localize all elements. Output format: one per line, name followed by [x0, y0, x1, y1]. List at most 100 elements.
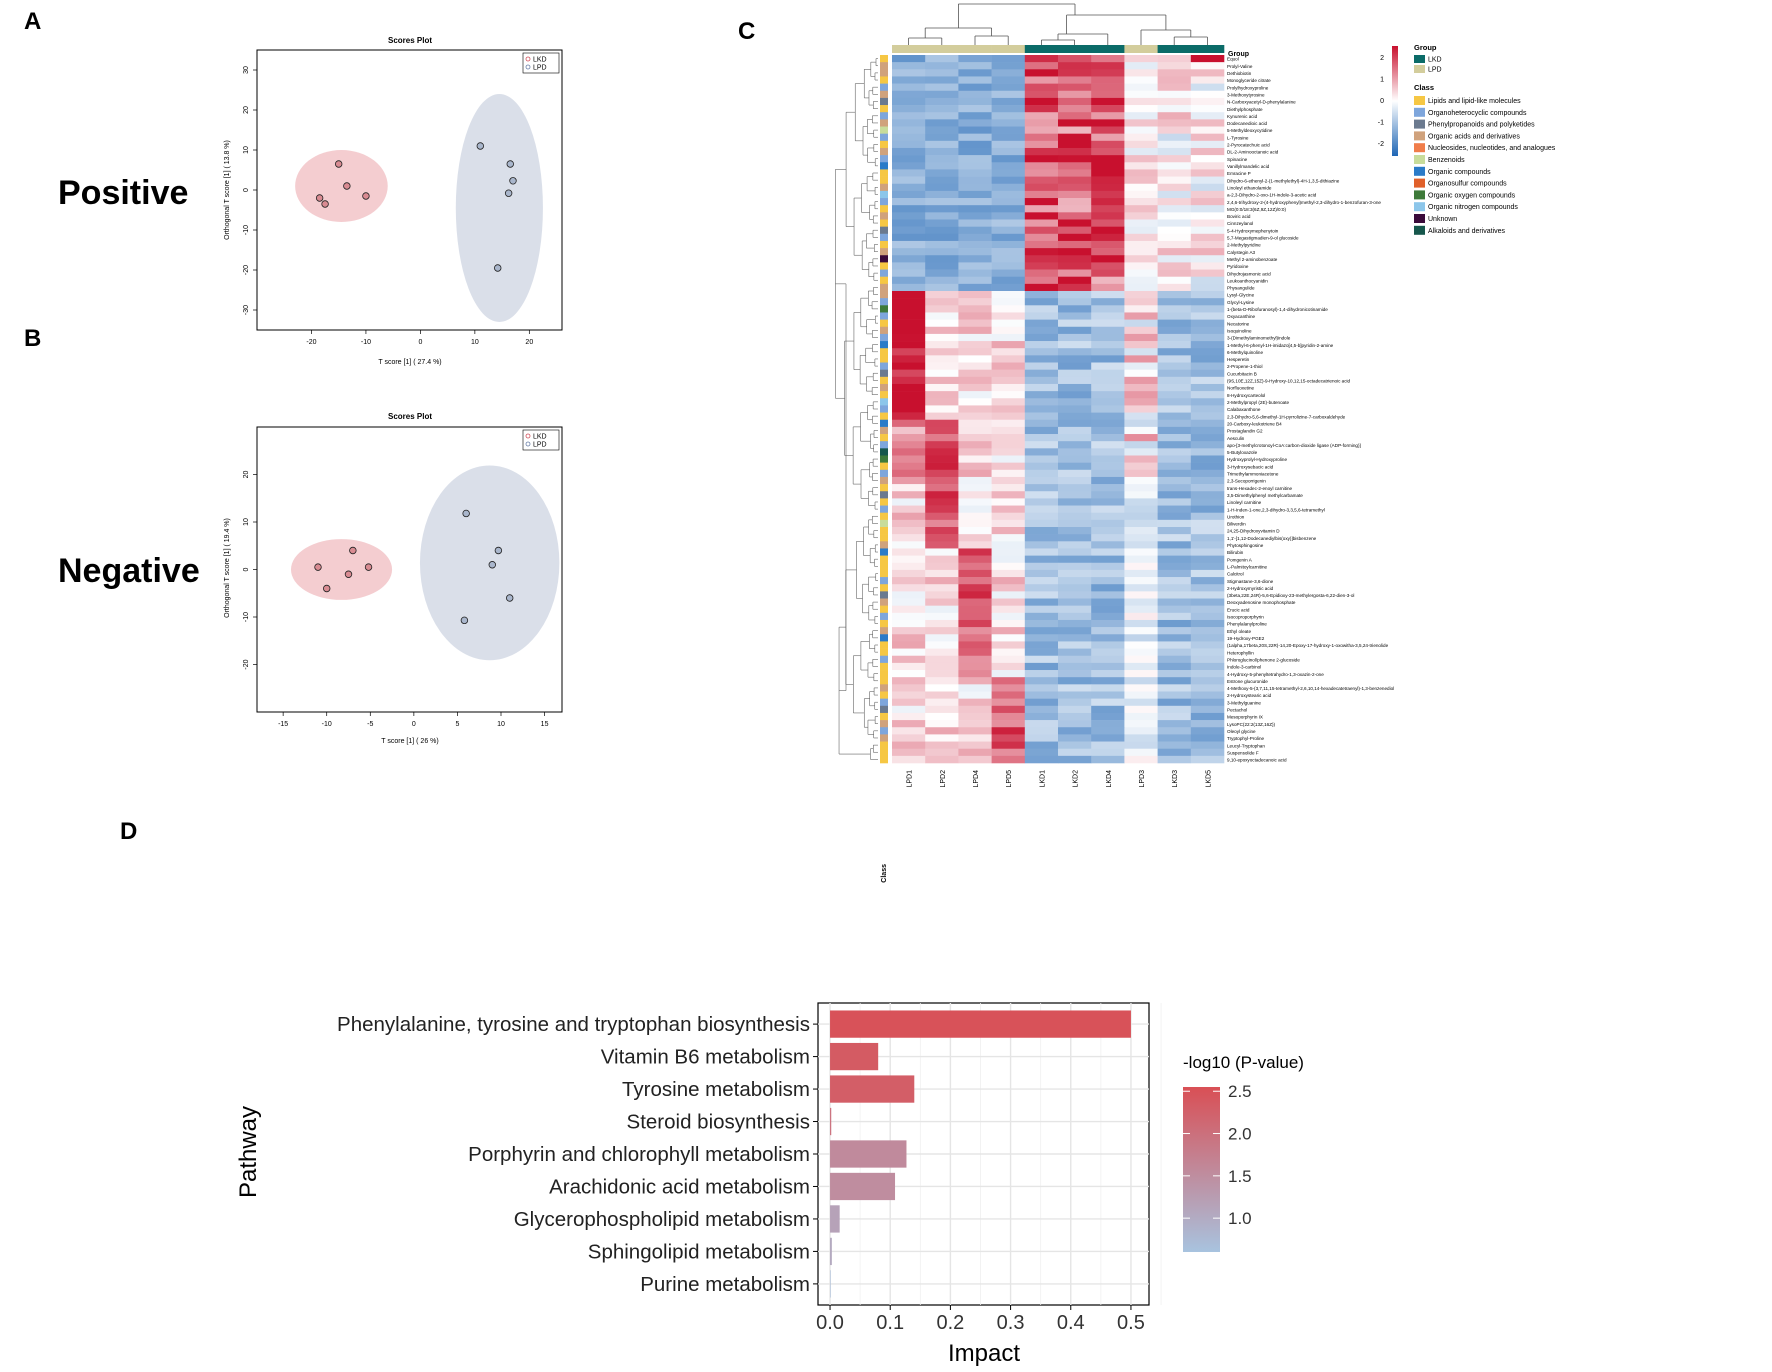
heatmap-cell	[1157, 641, 1192, 649]
heatmap-cell	[925, 312, 959, 320]
heatmap-cell	[991, 577, 1026, 585]
heatmap-cell	[1190, 369, 1225, 378]
heatmap-cell	[1091, 627, 1125, 635]
heatmap-cell	[1091, 727, 1125, 735]
heatmap-cell	[991, 276, 1026, 285]
heatmap-cell	[991, 291, 1026, 299]
heatmap-cell	[1024, 76, 1059, 84]
score-point-lkd	[344, 570, 353, 578]
heatmap-cell	[1058, 505, 1092, 513]
heatmap-cell	[1058, 448, 1092, 456]
heatmap-cell	[1190, 562, 1225, 571]
heatmap-cell	[1058, 734, 1092, 742]
heatmap-cell	[1024, 190, 1059, 199]
class-bar-cell	[880, 233, 888, 242]
heatmap-cell	[1157, 83, 1192, 92]
row-label: MG(0:0/18:3(6Z,9Z,12Z)/0:0)	[1227, 207, 1286, 212]
heatmap-cell	[1024, 348, 1059, 356]
class-bar-cell	[880, 298, 888, 306]
heatmap-cell	[991, 155, 1026, 163]
heatmap-cell	[991, 319, 1026, 328]
score-point-lkd	[364, 563, 373, 571]
heatmap-cell	[991, 748, 1026, 757]
heatmap-cell	[1024, 62, 1059, 70]
heatmap-cell	[1091, 519, 1125, 528]
heatmap-cell	[1157, 634, 1192, 642]
heatmap-cell	[991, 69, 1026, 77]
row-label: 5-Butyloxazole	[1227, 450, 1258, 455]
heatmap-cell	[1157, 684, 1192, 692]
heatmap-cell	[1124, 648, 1158, 657]
class-bar-cell	[880, 476, 888, 485]
class-bar-cell	[880, 405, 888, 413]
heatmap-cell	[958, 240, 992, 249]
heatmap-cell	[991, 362, 1026, 370]
heatmap-cell	[892, 76, 926, 84]
heatmap-cell	[1157, 326, 1192, 335]
heatmap-cell	[1024, 126, 1059, 134]
heatmap-cell	[1091, 119, 1125, 127]
heatmap-cell	[892, 90, 926, 99]
row-label: Pyridoxine	[1227, 264, 1249, 269]
pathway-label: Vitamin B6 metabolism	[601, 1046, 810, 1069]
class-bar-cell	[880, 291, 888, 299]
heatmap-cell	[1024, 712, 1059, 721]
heatmap-cell	[925, 448, 959, 456]
heatmap-cell	[958, 434, 992, 442]
heatmap-cell	[1024, 90, 1059, 99]
heatmap-cell	[1058, 405, 1092, 413]
heatmap-cell	[1024, 147, 1059, 156]
heatmap-cell	[892, 55, 926, 63]
heatmap-cell	[892, 176, 926, 185]
heatmap-cell	[925, 69, 959, 77]
heatmap-cell	[925, 569, 959, 578]
heatmap-cell	[1190, 741, 1225, 749]
row-label: 5-4-Hydroxymephenytoin	[1227, 228, 1279, 233]
heatmap-cell	[1124, 391, 1158, 399]
row-label: Glycyl-Lysine	[1227, 300, 1255, 305]
heatmap-cell	[1157, 169, 1192, 177]
heatmap-cell	[1024, 555, 1059, 564]
heatmap-cell	[991, 83, 1026, 92]
class-bar-cell	[880, 727, 888, 735]
legend-class-swatch	[1414, 155, 1425, 164]
legend-class-label: Benzenoids	[1428, 157, 1465, 164]
heatmap-cell	[1091, 498, 1125, 506]
colorbar-tick-label: -1	[1378, 120, 1384, 127]
heatmap-cell	[1157, 677, 1192, 685]
heatmap-cell	[892, 248, 926, 256]
heatmap-cell	[958, 341, 992, 349]
heatmap-cell	[925, 562, 959, 571]
confidence-ellipse-lkd	[290, 539, 393, 600]
row-label: Norfluoxetine	[1227, 386, 1255, 391]
heatmap-cell	[1124, 734, 1158, 742]
heatmap-cell	[1190, 641, 1225, 649]
heatmap-cell	[1058, 305, 1092, 313]
heatmap-cell	[892, 748, 926, 757]
heatmap-cell	[1157, 670, 1192, 678]
heatmap-cell	[1190, 548, 1225, 556]
row-label: 6-Methylquinoline	[1227, 350, 1263, 355]
heatmap-cell	[1058, 376, 1092, 385]
class-bar-cell	[880, 648, 888, 657]
heatmap-cell	[1157, 705, 1192, 714]
heatmap-cell	[958, 55, 992, 63]
heatmap-cell	[1157, 612, 1192, 621]
heatmap-cell	[1124, 376, 1158, 385]
heatmap-cell	[1091, 169, 1125, 177]
heatmap-cell	[1157, 569, 1192, 578]
heatmap-cell	[892, 105, 926, 113]
heatmap-cell	[925, 584, 959, 592]
heatmap-cell	[1091, 641, 1125, 649]
heatmap-cell	[1058, 591, 1092, 599]
heatmap-cell	[1024, 283, 1059, 292]
heatmap-cell	[1091, 434, 1125, 442]
x-tick-label: 10	[497, 721, 505, 728]
heatmap-cell	[958, 383, 992, 392]
heatmap-cell	[958, 226, 992, 235]
heatmap-cell	[958, 684, 992, 692]
heatmap-cell	[1124, 484, 1158, 492]
class-bar-cell	[880, 333, 888, 342]
heatmap-cell	[925, 648, 959, 657]
heatmap-cell	[991, 97, 1026, 106]
